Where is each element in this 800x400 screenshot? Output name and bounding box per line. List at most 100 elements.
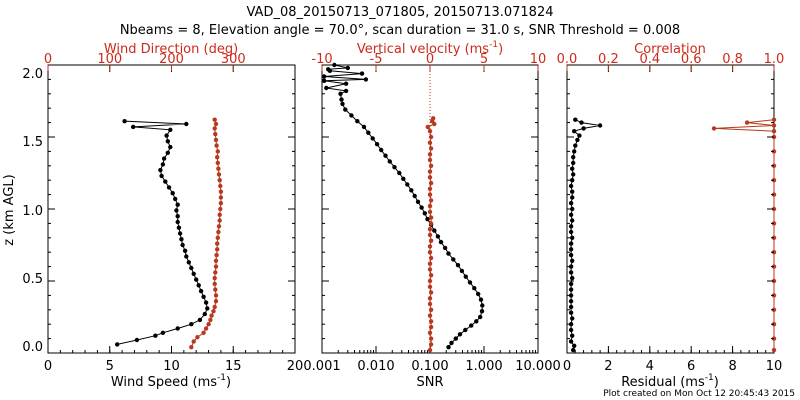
figure-title-line2: Nbeams = 8, Elevation angle = 70.0°, sca… <box>120 23 680 38</box>
data-point <box>427 330 433 335</box>
data-point <box>131 124 136 130</box>
data-point <box>428 336 434 341</box>
data-point <box>208 317 213 323</box>
top-tick-label: -10 <box>311 52 332 67</box>
panel-residual-top-label: Correlation <box>634 42 706 57</box>
data-point <box>343 88 349 94</box>
data-point <box>216 172 222 177</box>
data-point <box>570 235 575 240</box>
data-point <box>427 203 433 209</box>
top-tick-label: 200 <box>159 52 184 67</box>
data-point <box>568 252 574 258</box>
data-point <box>165 150 170 155</box>
data-point <box>568 293 574 298</box>
data-point <box>432 228 437 233</box>
data-point <box>428 134 434 140</box>
data-point <box>179 237 184 242</box>
data-point <box>165 139 170 144</box>
data-point <box>428 238 434 243</box>
data-point <box>568 201 574 206</box>
data-point <box>568 299 574 304</box>
data-point <box>216 229 221 235</box>
data-point <box>159 173 164 179</box>
data-point <box>189 345 194 350</box>
y-axis-label: z (km AGL) <box>2 174 17 245</box>
data-point <box>597 123 603 128</box>
data-point <box>191 339 196 344</box>
data-point <box>581 126 586 131</box>
data-point <box>201 330 206 335</box>
data-point <box>572 149 577 154</box>
data-point <box>425 124 430 130</box>
data-point <box>217 212 222 217</box>
data-point <box>213 121 219 127</box>
y-tick-labels: 0.0 0.5 1.0 1.5 2.0 <box>22 67 43 355</box>
data-point <box>427 140 433 145</box>
data-point <box>570 189 575 194</box>
data-point <box>428 215 434 220</box>
bottom-tick-label: 0.100 <box>411 359 448 374</box>
data-point <box>215 247 220 252</box>
data-point <box>158 167 163 173</box>
data-point <box>427 169 433 174</box>
data-point <box>428 342 434 347</box>
data-point <box>202 311 207 317</box>
data-point <box>476 291 481 297</box>
data-point <box>189 265 194 271</box>
data-point <box>203 300 209 305</box>
data-point <box>324 85 329 91</box>
data-point <box>197 317 203 323</box>
data-point <box>427 129 433 134</box>
data-point <box>568 327 574 333</box>
top-tick-label: 0.8 <box>722 52 743 67</box>
data-point <box>568 183 574 189</box>
data-point <box>218 189 224 194</box>
data-point <box>568 270 574 275</box>
data-point <box>189 322 194 327</box>
data-point <box>568 281 574 287</box>
data-point <box>478 297 484 302</box>
data-point <box>191 271 196 276</box>
data-point <box>366 130 371 135</box>
data-point <box>215 235 220 240</box>
panel-residual-top-ticks: 0.0 0.2 0.4 0.6 0.8 1.0 <box>557 52 784 71</box>
data-point <box>446 345 451 350</box>
data-point <box>343 107 348 112</box>
data-point <box>451 257 456 262</box>
data-point <box>218 183 223 189</box>
data-point <box>343 81 349 86</box>
top-tick-label: 10 <box>530 52 547 67</box>
data-point <box>428 307 434 312</box>
data-point <box>771 129 777 134</box>
panel-wind-top-label: Wind Direction (deg) <box>104 42 238 57</box>
panel-wind: Wind Direction (deg) Wind Speed (ms-1) 0… <box>44 42 303 390</box>
data-point <box>370 136 375 141</box>
data-point <box>478 314 483 320</box>
data-point <box>427 267 433 272</box>
y-tick-label: 0.5 <box>22 272 43 287</box>
series-line-bottom-axis <box>570 119 601 351</box>
data-point <box>570 333 575 338</box>
data-point <box>744 120 750 125</box>
data-point <box>218 201 224 206</box>
data-point <box>577 133 582 138</box>
data-point <box>568 310 574 315</box>
data-point <box>201 294 206 299</box>
data-point <box>211 309 216 314</box>
data-point <box>174 208 179 213</box>
data-point <box>340 101 345 107</box>
data-point <box>215 149 220 154</box>
data-point <box>427 157 433 163</box>
bottom-tick-label: 6 <box>687 359 695 374</box>
data-point <box>338 91 343 97</box>
data-point <box>446 251 451 256</box>
panel-snr-data <box>322 62 485 353</box>
data-point <box>182 248 188 253</box>
data-point <box>214 143 219 148</box>
data-point <box>579 120 584 125</box>
data-point <box>176 225 182 230</box>
bottom-tick-label: 15 <box>225 359 242 374</box>
data-point <box>213 293 219 298</box>
data-point <box>459 268 465 274</box>
